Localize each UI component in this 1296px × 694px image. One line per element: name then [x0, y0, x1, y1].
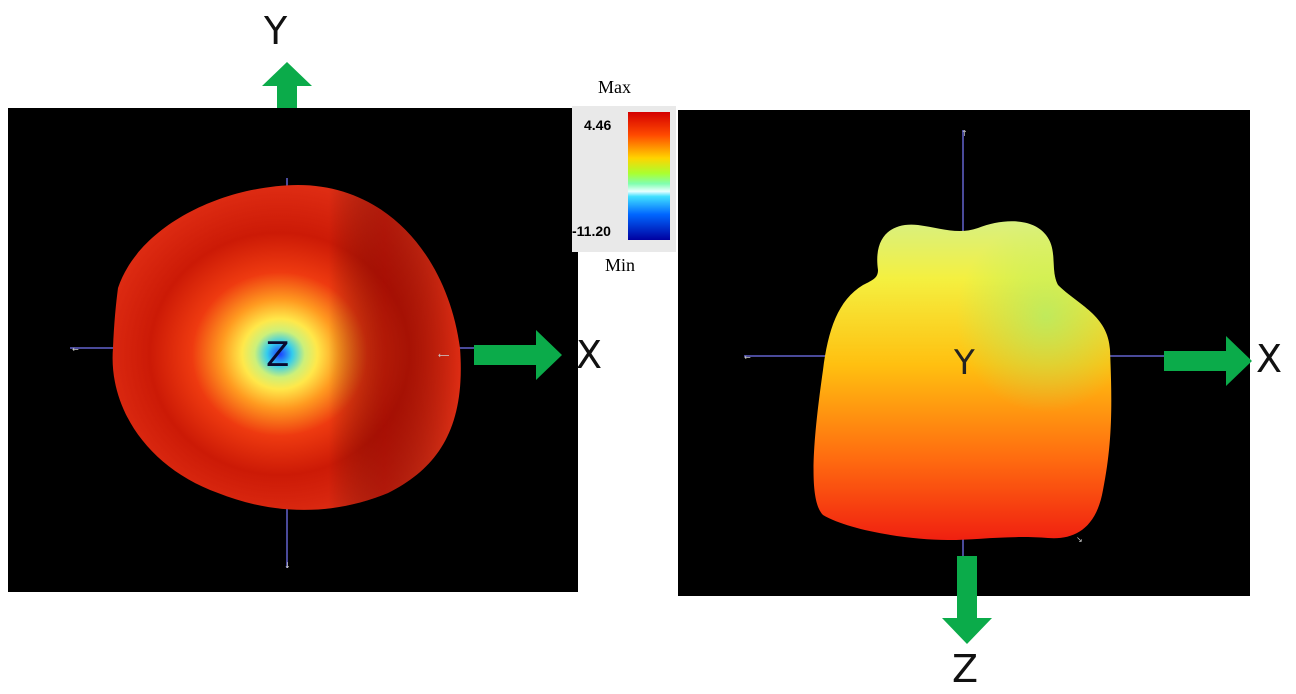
color-scale-legend: 4.46 -11.20: [572, 106, 676, 252]
svg-text:↓: ↓: [284, 561, 291, 570]
right-x-arrow-icon: [1164, 336, 1252, 386]
left-z-center-label: Z: [266, 335, 290, 375]
left-x-axis-label: X: [576, 333, 603, 377]
svg-text:⟵: ⟵: [438, 351, 450, 360]
svg-text:←: ←: [744, 353, 751, 362]
scale-max-value: 4.46: [584, 117, 612, 133]
color-scale-bar: [628, 112, 670, 240]
left-y-arrow-icon: [262, 62, 312, 150]
scale-max-label: Max: [598, 77, 631, 97]
left-y-axis-label: Y: [264, 9, 288, 53]
right-radiation-pattern: ↑ ← ↘: [744, 129, 1168, 580]
left-radiation-pattern: ← ↓ ⟵: [70, 178, 478, 570]
right-x-axis-label: X: [1256, 337, 1283, 381]
svg-text:↘: ↘: [1076, 535, 1083, 544]
right-z-arrow-icon: [942, 556, 992, 644]
scale-min-label: Min: [605, 255, 636, 275]
svg-text:↑: ↑: [961, 129, 968, 138]
left-x-arrow-icon: [474, 330, 562, 380]
right-3d-view-panel: ↑ ← ↘ Y: [678, 110, 1250, 596]
right-z-axis-label: Z: [952, 647, 979, 691]
right-y-center-label: Y: [954, 343, 975, 383]
svg-text:←: ←: [72, 345, 79, 354]
scale-min-value: -11.20: [572, 223, 611, 239]
left-3d-view-panel: ← ↓ ⟵ Z: [8, 108, 578, 592]
